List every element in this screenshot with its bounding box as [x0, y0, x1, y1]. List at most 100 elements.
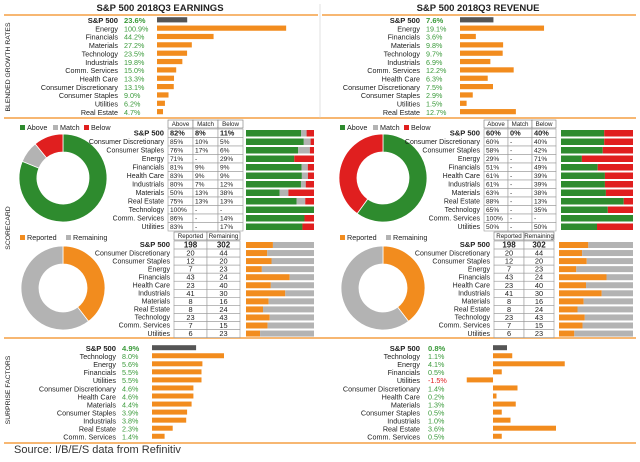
cell-value-earnings-scorecard-utilities-0: 83% — [170, 224, 183, 231]
legend-revenue-above-label: Above — [347, 123, 367, 132]
row-label-revenue-scorecard-consumer-discretionary: Consumer Discretionary — [405, 139, 481, 146]
legend-earnings-above-label: Above — [27, 123, 47, 132]
cell-value-earnings-scorecard-utilities-2: 17% — [220, 224, 233, 231]
row-label-earnings-reported-sandp-500: S&P 500 — [140, 240, 170, 249]
stack-reported-revenue-reported-materials — [559, 298, 584, 305]
stack-remaining-revenue-reported-consumer-staples — [586, 258, 633, 265]
stack-reported-revenue-reported-real-estate — [559, 306, 578, 313]
cell-value-revenue-reported-comm-services-0: 7 — [507, 321, 511, 330]
bar-earnings-growth-comm-services — [157, 67, 177, 73]
donut-slice-earnings-reported-0 — [62, 245, 106, 322]
cell-earnings-reported-utilities-1 — [206, 329, 241, 338]
row-label-earnings-scorecard-energy: Energy — [142, 156, 165, 163]
bar-revenue-growth-technology — [460, 50, 503, 56]
donut-slice-revenue-reported-1 — [340, 245, 410, 331]
cell-value-earnings-scorecard-energy-0: 71% — [170, 156, 183, 163]
category-label-revenue-surprise-consumer-discretionary: Consumer Discretionary — [343, 384, 420, 393]
cell-value-earnings-scorecard-materials-2: 38% — [220, 190, 233, 197]
legend-earnings-remaining-swatch — [66, 235, 71, 240]
cell-value-revenue-reported-health-care-1: 40 — [535, 281, 543, 290]
cell-value-earnings-scorecard-financials-2: 9% — [220, 165, 230, 172]
cell-value-earnings-scorecard-consumer-discretionary-1: 10% — [195, 139, 208, 146]
category-label-earnings-growth-financials: Financials — [86, 33, 119, 42]
cell-value-earnings-reported-consumer-staples-1: 20 — [219, 257, 227, 266]
bar-earnings-surprise-health-care — [152, 393, 194, 399]
value-label-earnings-surprise-health-care: 4.6% — [122, 392, 139, 401]
value-label-revenue-growth-utilities: 1.5% — [426, 100, 443, 109]
legend-revenue-remaining-swatch — [386, 235, 391, 240]
stack-reported-revenue-reported-health-care — [559, 282, 587, 289]
stack-reported-revenue-reported-financials — [559, 274, 607, 281]
stack-below-revenue-scorecard-real-estate — [623, 198, 633, 205]
legend-revenue-match-swatch — [373, 125, 378, 130]
value-label-earnings-growth-financials: 44.2% — [124, 33, 145, 42]
value-label-earnings-surprise-financials: 5.5% — [122, 368, 139, 377]
cell-value-revenue-reported-comm-services-1: 15 — [535, 321, 543, 330]
cell-value-revenue-scorecard-financials-0: 51% — [486, 165, 499, 172]
value-label-revenue-growth-comm-services: 12.2% — [426, 66, 447, 75]
cell-value-revenue-scorecard-consumer-staples-1: - — [510, 148, 512, 155]
category-label-earnings-surprise-materials: Materials — [87, 400, 117, 409]
stack-remaining-revenue-reported-financials — [606, 274, 633, 281]
value-label-earnings-growth-materials: 27.2% — [124, 41, 145, 50]
stack-below-earnings-scorecard-energy — [294, 155, 314, 162]
cell-value-revenue-scorecard-financials-1: - — [510, 165, 512, 172]
cell-value-earnings-reported-financials-1: 24 — [219, 273, 227, 282]
legend-revenue-match-label: Match — [380, 123, 400, 132]
bar-revenue-growth-comm-services — [460, 67, 514, 73]
cell-value-earnings-scorecard-consumer-staples-2: 6% — [220, 148, 230, 155]
row-label-revenue-scorecard-utilities: Utilities — [457, 224, 480, 231]
stack-above-revenue-scorecard-consumer-staples — [561, 147, 603, 154]
stack-reported-earnings-reported-sandp-500 — [246, 242, 273, 248]
table-header-revenue-scorecard-match: Match — [512, 121, 529, 128]
bar-earnings-growth-utilities — [157, 100, 165, 106]
cell-value-revenue-scorecard-real-estate-2: 13% — [534, 199, 547, 206]
cell-value-earnings-scorecard-comm-services-2: 14% — [220, 216, 233, 223]
row-label-revenue-reported-consumer-staples: Consumer Staples — [432, 258, 490, 265]
row-label-revenue-reported-materials: Materials — [462, 299, 491, 306]
value-label-earnings-surprise-technology: 8.0% — [122, 352, 139, 361]
cell-value-revenue-reported-technology-0: 23 — [505, 313, 513, 322]
stack-match-earnings-scorecard-materials — [279, 189, 289, 196]
bar-revenue-surprise-energy — [493, 361, 565, 367]
category-label-earnings-surprise-industrials: Industrials — [83, 416, 116, 425]
stack-match-earnings-scorecard-consumer-discretionary — [303, 138, 311, 145]
stack-above-revenue-scorecard-comm-services — [561, 215, 633, 222]
category-label-revenue-growth-financials: Financials — [388, 33, 421, 42]
stack-below-earnings-scorecard-real-estate — [305, 198, 314, 205]
category-label-earnings-surprise-real-estate: Real Estate — [79, 425, 116, 434]
stack-remaining-revenue-reported-materials — [583, 298, 633, 305]
stack-above-earnings-scorecard-consumer-discretionary — [246, 138, 304, 145]
cell-value-earnings-reported-industrials-1: 30 — [219, 289, 227, 298]
bar-revenue-surprise-financials — [493, 369, 502, 375]
category-label-earnings-growth-consumer-discretionary: Consumer Discretionary — [41, 83, 118, 92]
value-label-earnings-growth-consumer-discretionary: 13.1% — [124, 83, 145, 92]
cell-value-revenue-scorecard-financials-2: 49% — [534, 165, 547, 172]
bar-earnings-growth-consumer-discretionary — [157, 84, 174, 90]
bar-earnings-surprise-financials — [152, 369, 202, 375]
category-label-earnings-surprise-technology: Technology — [80, 352, 117, 361]
category-label-revenue-surprise-industrials: Industrials — [387, 416, 420, 425]
stack-remaining-earnings-reported-industrials — [285, 290, 314, 297]
cell-value-revenue-reported-consumer-staples-0: 12 — [505, 257, 513, 266]
cell-value-earnings-scorecard-real-estate-0: 75% — [170, 199, 183, 206]
stack-below-earnings-scorecard-materials — [288, 189, 314, 196]
category-label-revenue-surprise-comm-services: Comm. Services — [367, 433, 420, 442]
row-label-revenue-reported-real-estate: Real Estate — [454, 307, 490, 314]
cell-value-earnings-scorecard-financials-0: 81% — [170, 165, 183, 172]
bar-earnings-surprise-technology — [152, 353, 224, 359]
cell-value-revenue-reported-materials-1: 16 — [535, 297, 543, 306]
cell-value-revenue-reported-sandp-500-0: 198 — [502, 241, 516, 250]
stack-match-earnings-scorecard-sandp-500 — [301, 130, 307, 137]
row-label-revenue-scorecard-health-care: Health Care — [443, 173, 480, 180]
category-label-revenue-growth-consumer-discretionary: Consumer Discretionary — [343, 83, 420, 92]
row-label-earnings-scorecard-comm-services: Comm. Services — [113, 215, 165, 222]
row-label-revenue-reported-financials: Financials — [458, 274, 490, 281]
stack-reported-earnings-reported-real-estate — [246, 306, 263, 313]
table-header-revenue-reported-reported: Reported — [496, 233, 522, 240]
cell-value-earnings-reported-utilities-0: 6 — [188, 329, 192, 338]
cell-value-earnings-scorecard-health-care-1: 9% — [195, 173, 205, 180]
cell-revenue-scorecard-utilities-2 — [531, 222, 557, 232]
table-header-revenue-scorecard-below: Below — [536, 121, 553, 128]
stack-above-earnings-scorecard-utilities — [246, 223, 303, 230]
